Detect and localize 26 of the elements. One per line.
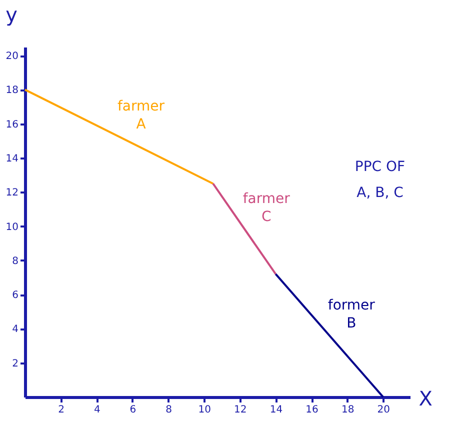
y-tick-label: 2 xyxy=(12,358,18,370)
x-tick-label: 10 xyxy=(198,404,211,416)
y-tick-label: 6 xyxy=(12,290,18,302)
x-tick-label: 6 xyxy=(130,404,136,416)
series-label: former B xyxy=(328,298,376,332)
x-tick-label: 14 xyxy=(270,404,283,416)
y-tick-label: 18 xyxy=(6,85,18,96)
series-label: farmer A xyxy=(117,98,165,133)
x-axis-title: X xyxy=(418,386,433,410)
y-tick-label: 10 xyxy=(6,222,18,233)
y-tick-label: 12 xyxy=(6,188,18,199)
x-tick-label: 12 xyxy=(234,404,247,416)
x-tick-label: 8 xyxy=(166,404,172,416)
y-axis-title: y xyxy=(6,2,18,26)
annotation: PPC OF A, B, C xyxy=(354,159,406,201)
y-tick-label: 20 xyxy=(6,51,18,62)
x-tick-label: 20 xyxy=(377,404,390,416)
y-tick-label: 4 xyxy=(12,324,18,336)
x-tick-label: 2 xyxy=(58,404,64,416)
y-tick-label: 16 xyxy=(6,119,18,130)
y-tick-label: 14 xyxy=(6,153,18,164)
x-tick-label: 16 xyxy=(306,404,318,416)
series-label: farmer C xyxy=(242,190,290,225)
y-tick-label: 8 xyxy=(12,256,18,267)
x-tick-label: 4 xyxy=(94,404,100,416)
x-tick-label: 18 xyxy=(341,404,354,416)
